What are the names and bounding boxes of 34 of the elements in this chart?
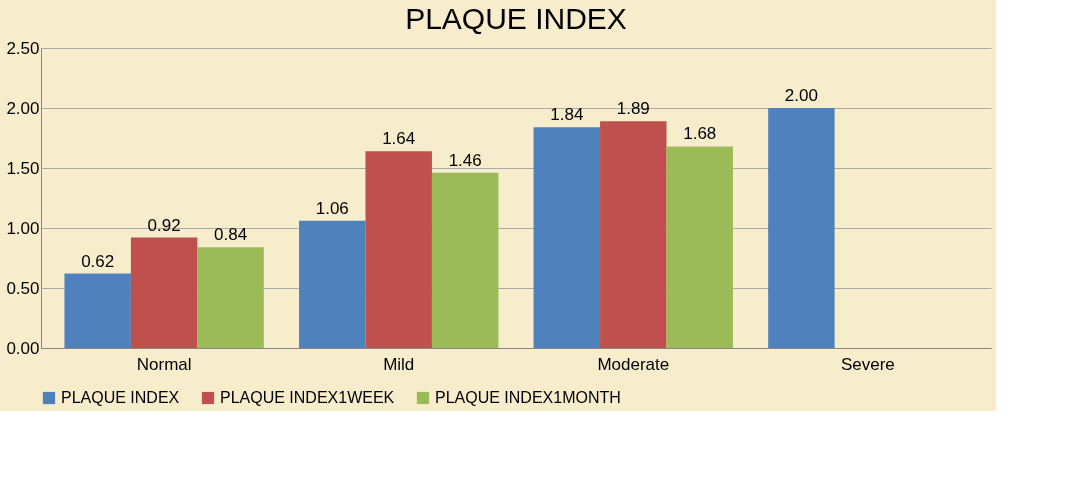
bar — [197, 247, 264, 348]
y-tick-label: 2.00 — [6, 98, 40, 118]
chart-title: PLAQUE INDEX — [405, 2, 627, 35]
data-label: 1.84 — [550, 105, 584, 125]
data-label: 1.89 — [616, 99, 650, 119]
bar — [533, 127, 601, 348]
legend-label: PLAQUE INDEX — [61, 389, 180, 406]
y-tick-label: 0.00 — [6, 338, 40, 358]
y-tick-label: 2.50 — [6, 38, 40, 58]
data-label: 0.92 — [147, 215, 181, 235]
data-label: 1.68 — [683, 124, 717, 144]
legend-label: PLAQUE INDEX1MONTH — [435, 389, 621, 406]
data-label: 1.46 — [448, 150, 482, 170]
bar — [299, 220, 366, 348]
y-tick-label: 1.00 — [6, 218, 40, 238]
x-tick-label: Severe — [840, 354, 895, 374]
x-tick-label: Mild — [383, 354, 415, 374]
data-label: 2.00 — [784, 86, 818, 105]
legend-label: PLAQUE INDEX1WEEK — [220, 389, 395, 406]
y-tick-label: 1.50 — [6, 158, 40, 178]
x-tick-label: Normal — [136, 354, 192, 374]
y-tick-label: 0.50 — [6, 278, 40, 298]
bar — [600, 121, 667, 348]
data-label: 1.06 — [315, 198, 349, 218]
x-tick-label: Moderate — [597, 354, 670, 374]
data-label: 1.64 — [382, 129, 416, 149]
bar — [431, 172, 499, 348]
bar — [768, 108, 835, 348]
bar — [130, 237, 198, 348]
data-label: 0.84 — [214, 225, 248, 245]
bar — [64, 273, 131, 348]
bar — [365, 151, 432, 348]
data-label: 0.62 — [81, 251, 115, 271]
bar — [666, 146, 733, 348]
